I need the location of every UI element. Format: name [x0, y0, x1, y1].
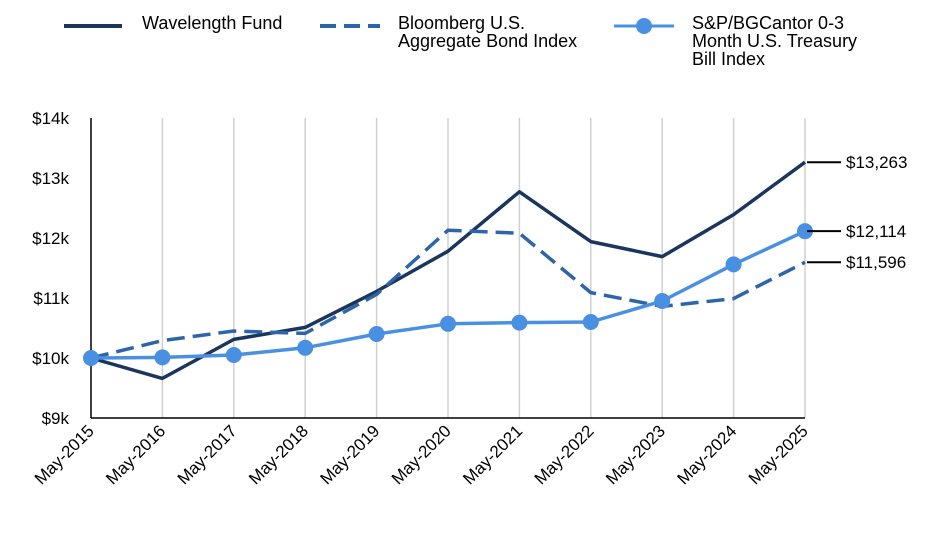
x-tick-label: May-2024 — [674, 421, 741, 488]
x-tick-label: May-2023 — [602, 421, 669, 488]
series-point-2 — [225, 347, 242, 363]
x-tick-label: May-2019 — [317, 421, 384, 488]
x-tick-label: May-2021 — [459, 421, 526, 488]
end-label-2: $12,114 — [846, 222, 906, 241]
series-point-2 — [440, 315, 456, 332]
series-point-2 — [797, 223, 813, 240]
legend: Wavelength Fund Bloomberg U.S. Aggregate… — [0, 14, 948, 84]
series-point-2 — [368, 326, 385, 342]
y-tick-label: $14k — [32, 109, 69, 128]
end-labels: $13,263 $11,596 $12,114 — [807, 153, 907, 272]
legend-swatch-wavelength-fund — [64, 24, 122, 28]
x-tick-label: May-2020 — [388, 421, 455, 488]
y-tick-label: $13k — [32, 169, 69, 188]
series-line-0 — [90, 160, 807, 381]
y-tick-label: $12k — [32, 229, 69, 248]
x-tick-label: May-2018 — [245, 421, 312, 488]
end-label-0: $13,263 — [846, 153, 907, 172]
series-line-1 — [90, 228, 806, 360]
legend-item-treasury-bill: S&P/BGCantor 0-3 Month U.S. Treasury Bil… — [612, 14, 882, 68]
x-tick-label: May-2022 — [531, 421, 598, 488]
series-point-2 — [297, 339, 314, 356]
series-point-2 — [654, 293, 671, 309]
x-tick-label: May-2017 — [174, 421, 241, 488]
end-label-1: $11,596 — [846, 253, 906, 272]
legend-label-wavelength-fund: Wavelength Fund — [142, 13, 283, 33]
y-tick-label: $9k — [42, 409, 70, 428]
x-tick-label: May-2025 — [745, 421, 812, 488]
legend-label-bloomberg-aggregate: Bloomberg U.S. Aggregate Bond Index — [398, 13, 578, 51]
x-tick-label: May-2016 — [102, 421, 169, 488]
x-tick-label: May-2015 — [31, 421, 98, 488]
legend-item-wavelength-fund: Wavelength Fund — [62, 14, 332, 38]
series-point-2 — [83, 350, 99, 366]
series-point-2 — [582, 314, 599, 330]
grid-lines — [161, 118, 806, 418]
legend-swatch-treasury-bill — [614, 18, 674, 34]
series-lines — [83, 160, 813, 381]
y-tick-label: $11k — [33, 289, 69, 308]
series-point-2 — [725, 256, 742, 273]
legend-swatch-bloomberg-aggregate — [320, 24, 380, 28]
legend-label-treasury-bill: S&P/BGCantor 0-3 Month U.S. Treasury Bil… — [692, 13, 858, 69]
legend-item-bloomberg-aggregate: Bloomberg U.S. Aggregate Bond Index — [318, 14, 588, 50]
series-point-2 — [511, 314, 528, 331]
series-point-2 — [154, 349, 171, 366]
y-tick-label: $10k — [32, 349, 69, 368]
